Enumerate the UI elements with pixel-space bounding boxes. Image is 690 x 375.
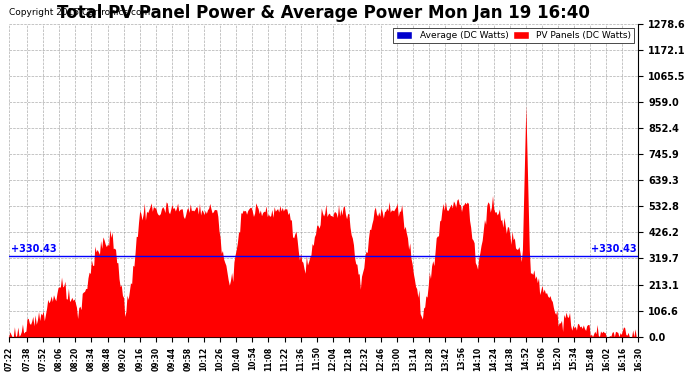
Text: Copyright 2015 Cartronics.com: Copyright 2015 Cartronics.com (9, 9, 150, 18)
Text: +330.43: +330.43 (591, 244, 636, 254)
Text: +330.43: +330.43 (11, 244, 57, 254)
Legend: Average (DC Watts), PV Panels (DC Watts): Average (DC Watts), PV Panels (DC Watts) (393, 28, 634, 43)
Title: Total PV Panel Power & Average Power Mon Jan 19 16:40: Total PV Panel Power & Average Power Mon… (57, 4, 590, 22)
